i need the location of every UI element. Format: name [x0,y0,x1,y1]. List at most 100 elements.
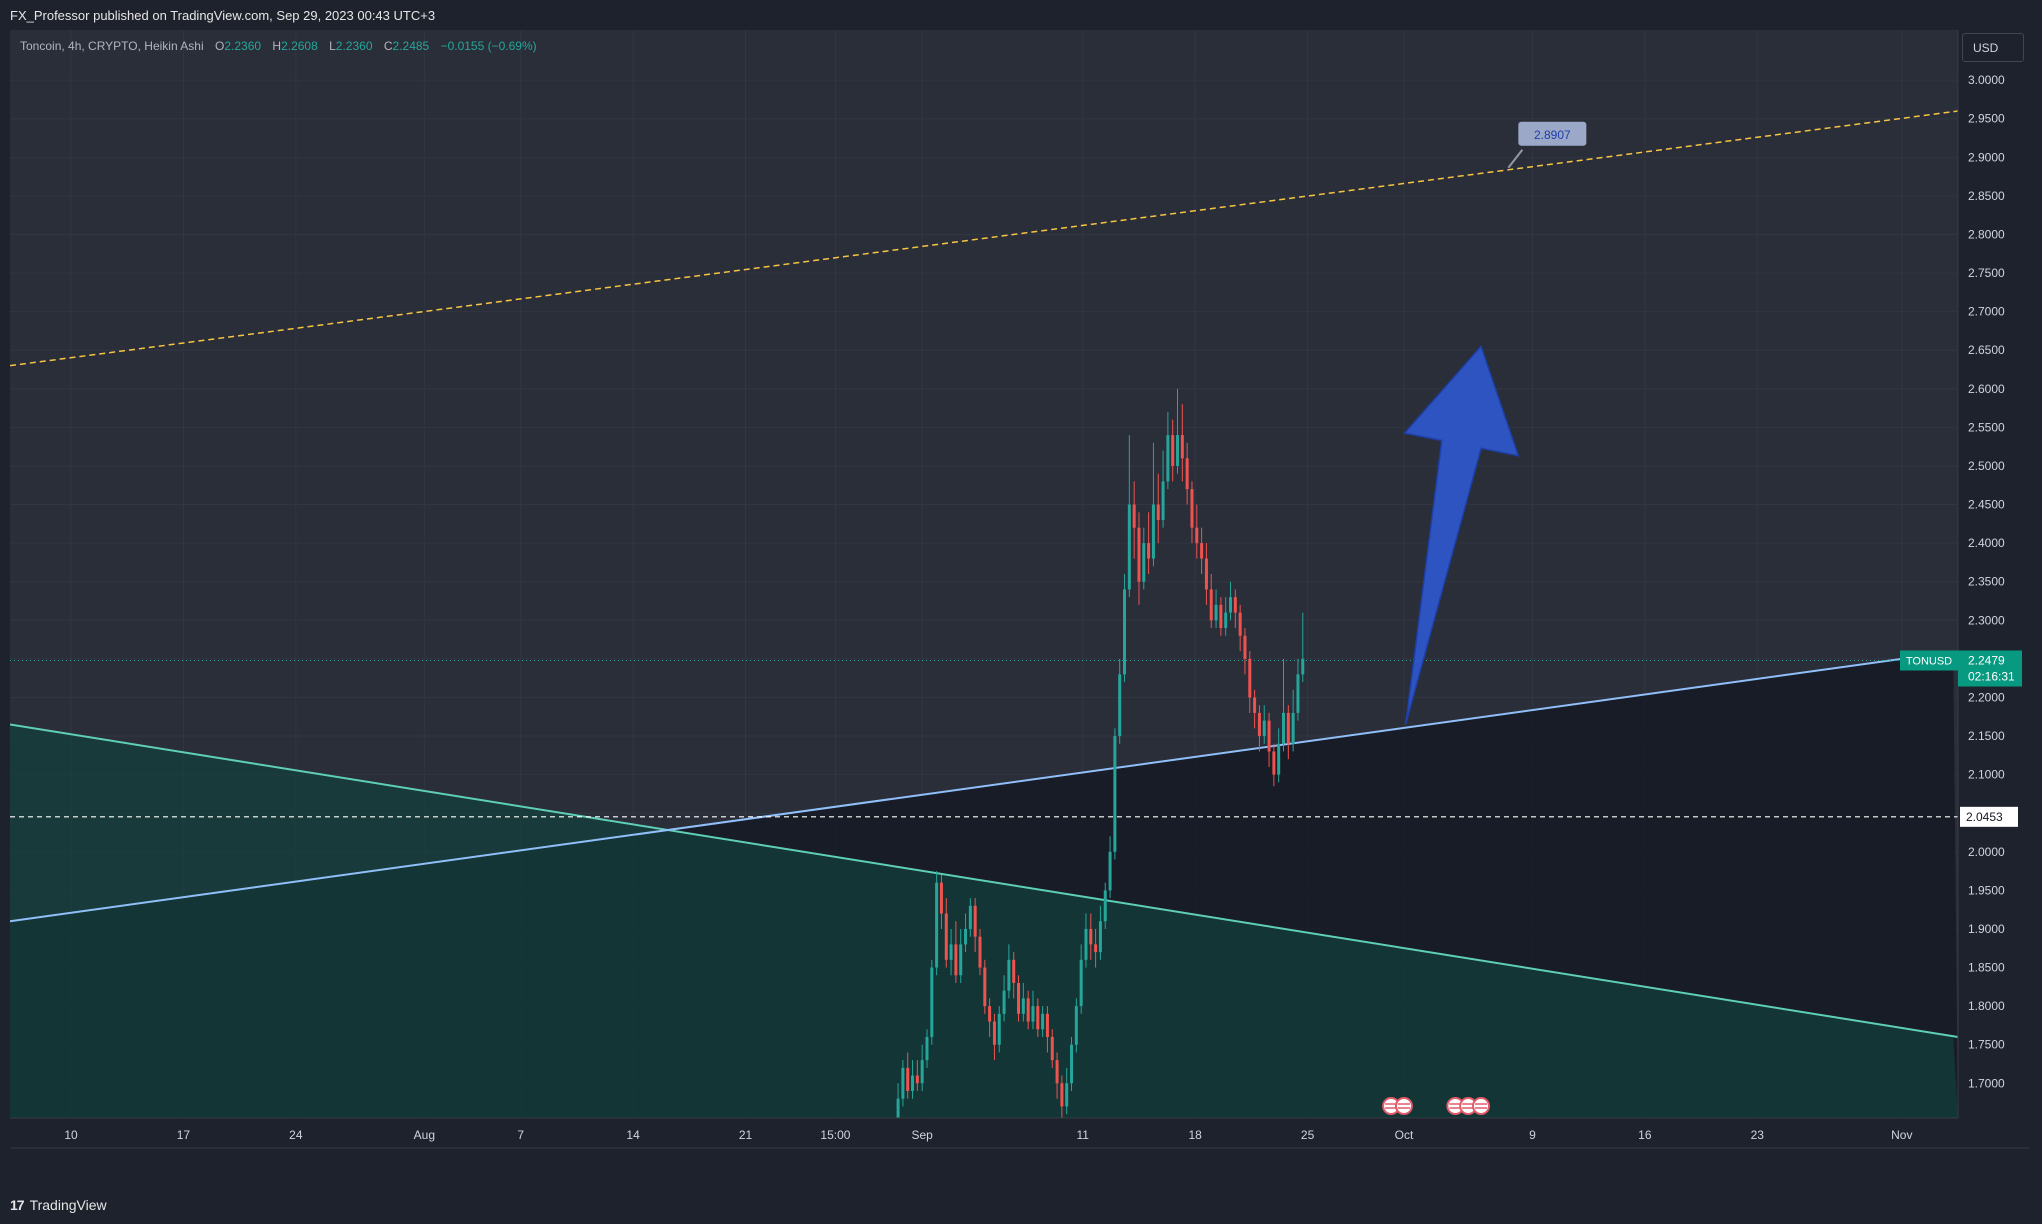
target-trendline [10,110,1959,367]
current-price-value: 2.2479 [1968,653,2005,667]
price-tick-label: 2.5500 [1968,420,2005,434]
candle-down [939,882,943,914]
bar-countdown: 02:16:31 [1968,669,2015,683]
candle-up [901,1067,905,1099]
instrument-title: Toncoin, 4h, CRYPTO, Heikin Ashi [20,39,204,53]
candle-up [1291,712,1295,744]
candle-down [1219,604,1223,629]
price-tick-label: 2.7500 [1968,266,2005,280]
candle-up [997,1013,1001,1045]
price-tick-label: 2.2000 [1968,690,2005,704]
price-tick-label: 2.1500 [1968,729,2005,743]
candle-up [1118,674,1122,737]
candle-up [1161,481,1165,520]
candle-down [1248,658,1252,698]
ascending-trendline [10,657,1902,923]
price-tick-label: 2.6000 [1968,382,2005,396]
candle-down [1253,697,1257,713]
candle-up [959,944,963,976]
candle-down [1045,1013,1049,1037]
candle-up [1277,743,1281,775]
publisher-line: FX_Professor published on TradingView.co… [10,8,436,23]
candle-up [1065,1083,1069,1107]
support-level-tag-label: 2.0453 [1966,810,2003,824]
chart-area[interactable]: 2.8907 3.0000 2.9500 2.9000 2.8500 2.8000 2.75… [10,30,2030,1187]
time-tick-label: 17 [177,1128,191,1142]
candle-up [1108,851,1112,891]
candle-up [1224,612,1228,629]
candle-down [1055,1060,1059,1084]
candle-down [1050,1036,1054,1061]
price-tick-label: 2.7000 [1968,305,2005,319]
tradingview-brand: TradingView [29,1197,107,1213]
candle-up [1007,959,1011,991]
tradingview-logo[interactable]: 17 TradingView [10,1197,107,1213]
footer: 17 TradingView [0,1188,2042,1224]
descending-zone-fill [10,724,1958,1118]
candle-up [1123,589,1127,675]
candle-down [954,944,958,976]
current-price-tag [1958,650,2022,687]
candle-up [1214,604,1218,621]
time-tick-label: 25 [1301,1128,1315,1142]
candle-down [988,1006,992,1022]
time-axis [10,1118,2030,1187]
tradingview-logo-icon: 17 [10,1197,25,1213]
candle-down [1238,612,1242,636]
candle-up [925,1036,929,1061]
price-tick-label: 1.7000 [1968,1076,2005,1090]
open-label: O [215,39,225,53]
candle-down [1204,558,1208,590]
change-value: −0.0155 (−0.69%) [440,39,537,53]
us-flag-icon [1472,1097,1491,1115]
candle-up [1296,674,1300,713]
candle-down [1171,435,1175,466]
high-value: 2.2608 [281,39,318,53]
time-tick-label: 11 [1077,1128,1090,1142]
time-tick-label: 18 [1189,1128,1203,1142]
candle-up [1084,928,1088,960]
candle-down [1089,928,1093,945]
candle-down [1272,751,1276,775]
candle-up [1151,504,1155,559]
candle-up [1031,1006,1035,1022]
time-tick-label: 14 [626,1128,640,1142]
close-label: C [383,39,393,53]
price-chart[interactable]: 2.8907 3.0000 2.9500 2.9000 2.8500 2.8000 2.75… [10,30,2030,1187]
open-value: 2.2360 [224,39,262,53]
us-flag-icon [1394,1097,1413,1115]
candle-down [1190,489,1194,528]
low-value: 2.2360 [335,39,373,53]
candle-up [920,1060,924,1084]
symbol-tag [1900,650,1958,671]
candle-down [1036,1006,1040,1030]
candle-down [992,1021,996,1045]
candle-down [1026,998,1030,1022]
price-tick-label: 2.3500 [1968,575,2005,589]
candle-down [944,913,948,960]
candle-down [1012,959,1016,983]
time-tick-label: 9 [1529,1128,1536,1142]
bullish-arrow [1403,344,1520,725]
candle-down [915,1075,919,1084]
candle-up [1301,658,1305,675]
close-value: 2.2485 [392,39,430,53]
price-tick-label: 2.6500 [1968,343,2005,357]
candle-up [930,967,934,1037]
ohlc-legend: Toncoin, 4h, CRYPTO, Heikin Ashi O2.2360… [20,39,537,53]
price-tick-label: 2.4000 [1968,536,2005,550]
candle-up [1176,435,1180,466]
candle-up [1074,1006,1078,1045]
candle-up [1142,543,1146,582]
candle-down [983,967,987,1007]
time-tick-label: 21 [739,1128,753,1142]
candle-down [1137,527,1141,582]
candle-down [1180,435,1184,459]
candle-down [1147,543,1151,559]
candle-up [1166,435,1170,482]
time-tick-label: Sep [911,1128,933,1142]
candle-down [1233,597,1237,613]
symbol-tag-label: TONUSD [1906,655,1952,667]
currency-button[interactable]: USD [1962,33,2024,62]
candle-down [1243,635,1247,659]
